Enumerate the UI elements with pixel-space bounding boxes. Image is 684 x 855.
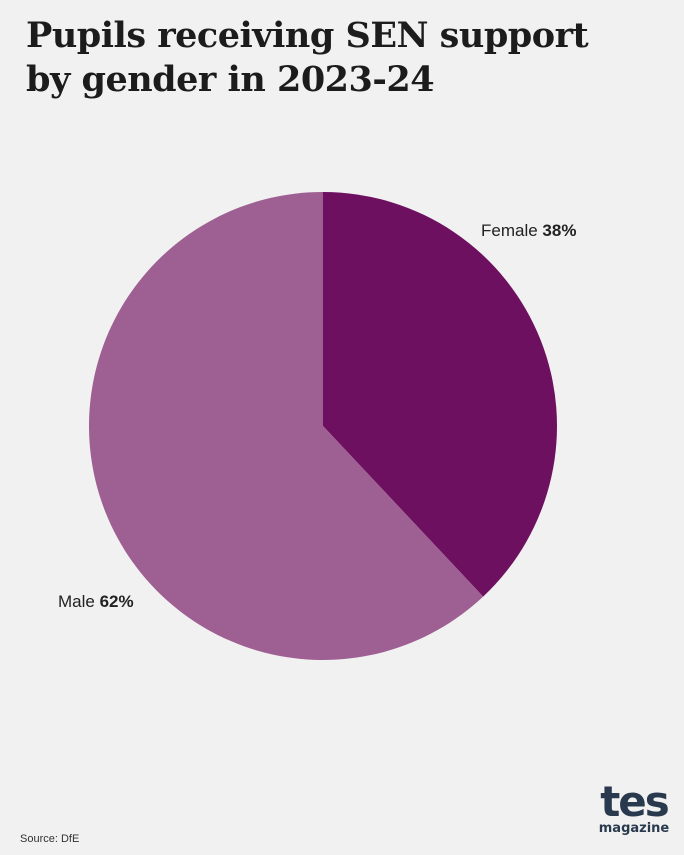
chart-title-line-1: Pupils receiving SEN support (26, 15, 589, 56)
pie-slice-male (88, 192, 484, 660)
slice-label-male-value: 62% (99, 592, 134, 611)
slice-label-female: Female 38% (481, 221, 576, 241)
chart-title-line-2: by gender in 2023-24 (26, 59, 435, 100)
slice-label-male: Male 62% (58, 592, 134, 612)
slice-label-male-name: Male (58, 592, 95, 611)
pie-slice-female (323, 192, 557, 597)
slice-label-female-value: 38% (542, 221, 577, 240)
tes-magazine-logo: tes magazine (596, 777, 672, 836)
logo-sub: magazine (598, 821, 670, 836)
source-note: Source: DfE (20, 833, 80, 845)
chart-title: Pupils receiving SEN support by gender i… (26, 14, 666, 102)
logo-word: tes (600, 777, 670, 826)
slice-label-female-name: Female (481, 221, 538, 240)
